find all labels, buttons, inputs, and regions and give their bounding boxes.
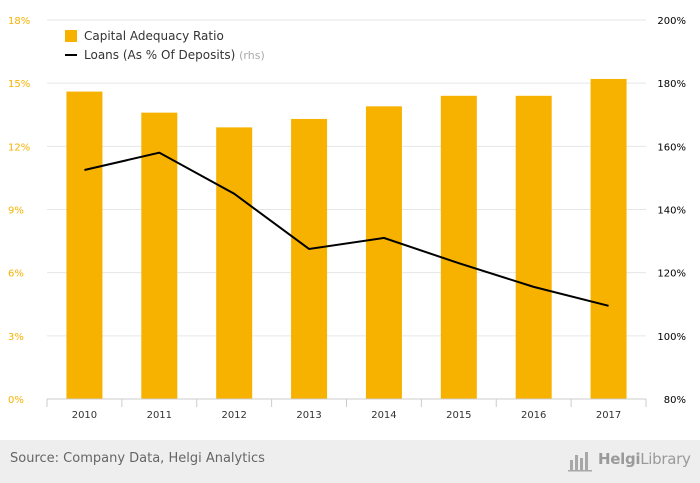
bar — [66, 91, 103, 399]
legend-swatch-bar — [65, 30, 77, 42]
y-right-tick-label: 180% — [657, 79, 686, 90]
legend-label-capital-adequacy-ratio: Capital Adequacy Ratio — [84, 29, 224, 43]
y-right-tick-label: 140% — [657, 206, 686, 217]
x-tick-label: 2015 — [446, 410, 471, 421]
source-note: Source: Company Data, Helgi Analytics — [10, 451, 265, 466]
x-tick-label: 2017 — [596, 410, 621, 421]
bar — [590, 78, 627, 399]
x-tick-label: 2012 — [221, 410, 246, 421]
bar — [440, 95, 477, 400]
y-left-tick-label: 0% — [8, 395, 24, 406]
legend-rhs-note: (rhs) — [239, 49, 265, 62]
bar-series-capital-adequacy-ratio — [66, 78, 627, 400]
legend-label-loans-to-deposits: Loans (As % Of Deposits) (rhs) — [84, 48, 265, 62]
bar-chart-icon — [568, 452, 592, 472]
line-path — [84, 151, 609, 307]
x-tick-label: 2011 — [147, 410, 172, 421]
y-left-tick-label: 15% — [8, 79, 30, 90]
y-left-tick-label: 12% — [8, 142, 30, 153]
y-left-tick-label: 18% — [8, 16, 30, 27]
line-series-loans-to-deposits — [84, 151, 609, 307]
x-tick-label: 2013 — [296, 410, 321, 421]
footer-bar — [0, 440, 700, 483]
grid-lines — [47, 19, 646, 337]
bar — [515, 95, 552, 400]
y-right-tick-label: 120% — [657, 269, 686, 280]
y-right-tick-label: 100% — [657, 332, 686, 343]
x-tick-label: 2010 — [72, 410, 97, 421]
axes: 0% 80% 3% 100% 6% 120% 9% 140% 12% 160% 15% 180% 18%… — [8, 16, 686, 421]
combo-chart: 0% 80% 3% 100% 6% 120% 9% 140% 12% 160% 15% 180% 18%… — [8, 16, 686, 421]
bar — [291, 118, 328, 399]
y-left-tick-label: 6% — [8, 269, 24, 280]
brand-logo: HelgiLibrary — [568, 446, 692, 474]
legend: Capital Adequacy Ratio Loans (As % Of Dep… — [65, 29, 265, 62]
y-right-tick-label: 200% — [657, 16, 686, 27]
bar — [216, 127, 253, 399]
x-tick-label: 2016 — [521, 410, 546, 421]
brand-logo-text: HelgiLibrary — [598, 450, 691, 468]
x-tick-label: 2014 — [371, 410, 396, 421]
y-left-tick-label: 9% — [8, 206, 24, 217]
bar — [365, 106, 402, 400]
y-left-tick-label: 3% — [8, 332, 24, 343]
y-right-tick-label: 160% — [657, 142, 686, 153]
y-right-tick-label: 80% — [664, 395, 686, 406]
